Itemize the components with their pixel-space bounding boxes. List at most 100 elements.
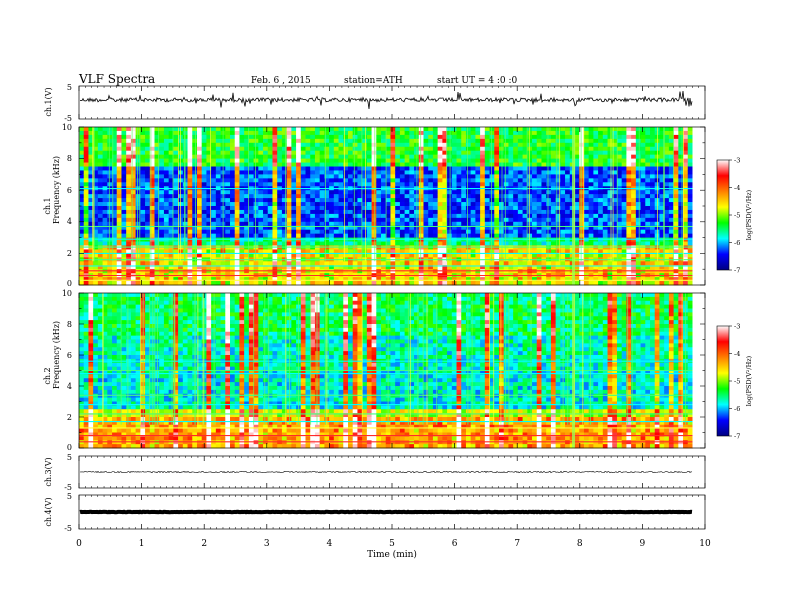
spectrogram-cell	[480, 253, 486, 258]
spectrogram-cell	[395, 150, 401, 156]
spectrogram-cell	[371, 150, 377, 156]
spectrogram-cell	[163, 221, 170, 227]
spectrogram-cell	[305, 166, 311, 171]
spectrogram-cell	[404, 134, 410, 140]
spectrogram-cell	[640, 138, 646, 144]
spectrogram-cell	[555, 217, 561, 223]
spectrogram-cell	[305, 209, 311, 215]
spectrogram-cell	[480, 221, 486, 227]
spectrogram-cell	[192, 202, 198, 207]
spectrogram-cell	[437, 178, 443, 183]
spectrogram-cell	[612, 253, 618, 258]
spectrogram-cell	[560, 261, 566, 266]
spectrogram-cell	[381, 202, 387, 207]
spectrogram-cell	[206, 269, 212, 274]
spectrogram-cell	[513, 233, 519, 238]
spectrogram-cell	[480, 150, 486, 156]
spectrogram-cell	[583, 150, 590, 156]
spectrogram-cell	[239, 281, 245, 286]
spectrogram-cell	[607, 265, 613, 270]
spectrogram-cell	[593, 241, 599, 246]
spectrogram-cell	[598, 178, 604, 183]
spectrogram-cell	[593, 194, 599, 199]
spectrogram-cell	[640, 206, 646, 211]
spectrogram-cell	[470, 162, 476, 167]
spectrogram-cell	[484, 206, 490, 211]
spectrogram-cell	[489, 178, 495, 183]
spectrogram-cell	[588, 182, 594, 187]
spectrogram-cell	[277, 130, 283, 136]
spectrogram-cell	[97, 241, 103, 246]
spectrogram-cell	[451, 178, 457, 183]
ch1-waveform-ylabel: ch.1(V)	[44, 87, 53, 116]
spectrogram-cell	[503, 190, 509, 195]
spectrogram-cell	[319, 281, 325, 286]
spectrogram-cell	[244, 229, 250, 235]
spectrogram-cell	[527, 245, 533, 250]
spectrogram-cell	[277, 229, 283, 235]
spectrogram-cell	[93, 229, 99, 235]
spectrogram-cell	[286, 190, 292, 195]
spectrogram-cell	[399, 269, 406, 274]
spectrogram-cell	[135, 209, 141, 215]
spectrogram-cell	[527, 281, 533, 286]
spectrogram-cell	[583, 142, 590, 148]
spectrogram-cell	[499, 174, 505, 179]
spectrogram-cell	[447, 198, 453, 203]
spectrogram-cell	[532, 162, 538, 167]
spectrogram-cell	[267, 217, 273, 223]
spectrogram-cell	[489, 150, 495, 156]
spectrogram-cell	[121, 225, 127, 231]
spectrogram-cell	[442, 166, 448, 171]
spectrogram-cell	[300, 245, 306, 250]
spectrogram-cell	[329, 158, 335, 163]
spectrogram-cell	[140, 158, 146, 163]
spectrogram-cell	[390, 233, 396, 238]
spectrogram-cell	[588, 194, 594, 199]
spectrogram-cell	[126, 221, 132, 227]
spectrogram-cell	[338, 170, 344, 175]
spectrogram-cell	[163, 142, 170, 148]
spectrogram-cell	[527, 178, 533, 183]
spectrogram-cell	[168, 150, 174, 156]
spectrogram-cell	[116, 253, 122, 258]
spectrogram-cell	[395, 174, 401, 179]
spectrogram-cell	[258, 225, 264, 231]
spectrogram-cell	[574, 130, 580, 136]
spectrogram-cell	[145, 130, 151, 136]
spectrogram-cell	[149, 162, 155, 167]
spectrogram-cell	[607, 261, 613, 266]
spectrogram-cell	[362, 249, 368, 254]
spectrogram-cell	[437, 142, 443, 148]
spectrogram-cell	[267, 229, 273, 235]
spectrogram-cell	[366, 178, 372, 183]
spectrogram-cell	[97, 154, 103, 159]
spectrogram-cell	[201, 194, 207, 199]
spectrogram-cell	[196, 178, 203, 183]
spectrogram-cell	[272, 178, 278, 183]
spectrogram-cell	[475, 233, 481, 238]
spectrogram-cell	[93, 194, 99, 199]
spectrogram-cell	[565, 174, 571, 179]
spectrogram-cell	[640, 198, 646, 203]
spectrogram-cell	[560, 277, 566, 282]
spectrogram-cell	[296, 138, 302, 144]
spectrogram-cell	[451, 174, 457, 179]
spectrogram-cell	[376, 281, 382, 286]
spectrogram-cell	[598, 146, 604, 152]
spectrogram-cell	[404, 221, 410, 227]
spectrogram-cell	[432, 150, 439, 156]
spectrogram-cell	[489, 138, 495, 144]
spectrogram-cell	[494, 281, 500, 286]
spectrogram-cell	[347, 249, 354, 254]
spectrogram-cell	[234, 170, 240, 175]
spectrogram-cell	[149, 190, 155, 195]
spectrogram-cell	[442, 150, 448, 156]
spectrogram-cell	[333, 138, 339, 144]
spectrogram-cell	[461, 202, 467, 207]
spectrogram-cell	[248, 249, 255, 254]
spectrogram-cell	[602, 162, 608, 167]
spectrogram-cell	[196, 217, 203, 223]
spectrogram-cell	[107, 158, 113, 163]
spectrogram-cell	[376, 253, 382, 258]
